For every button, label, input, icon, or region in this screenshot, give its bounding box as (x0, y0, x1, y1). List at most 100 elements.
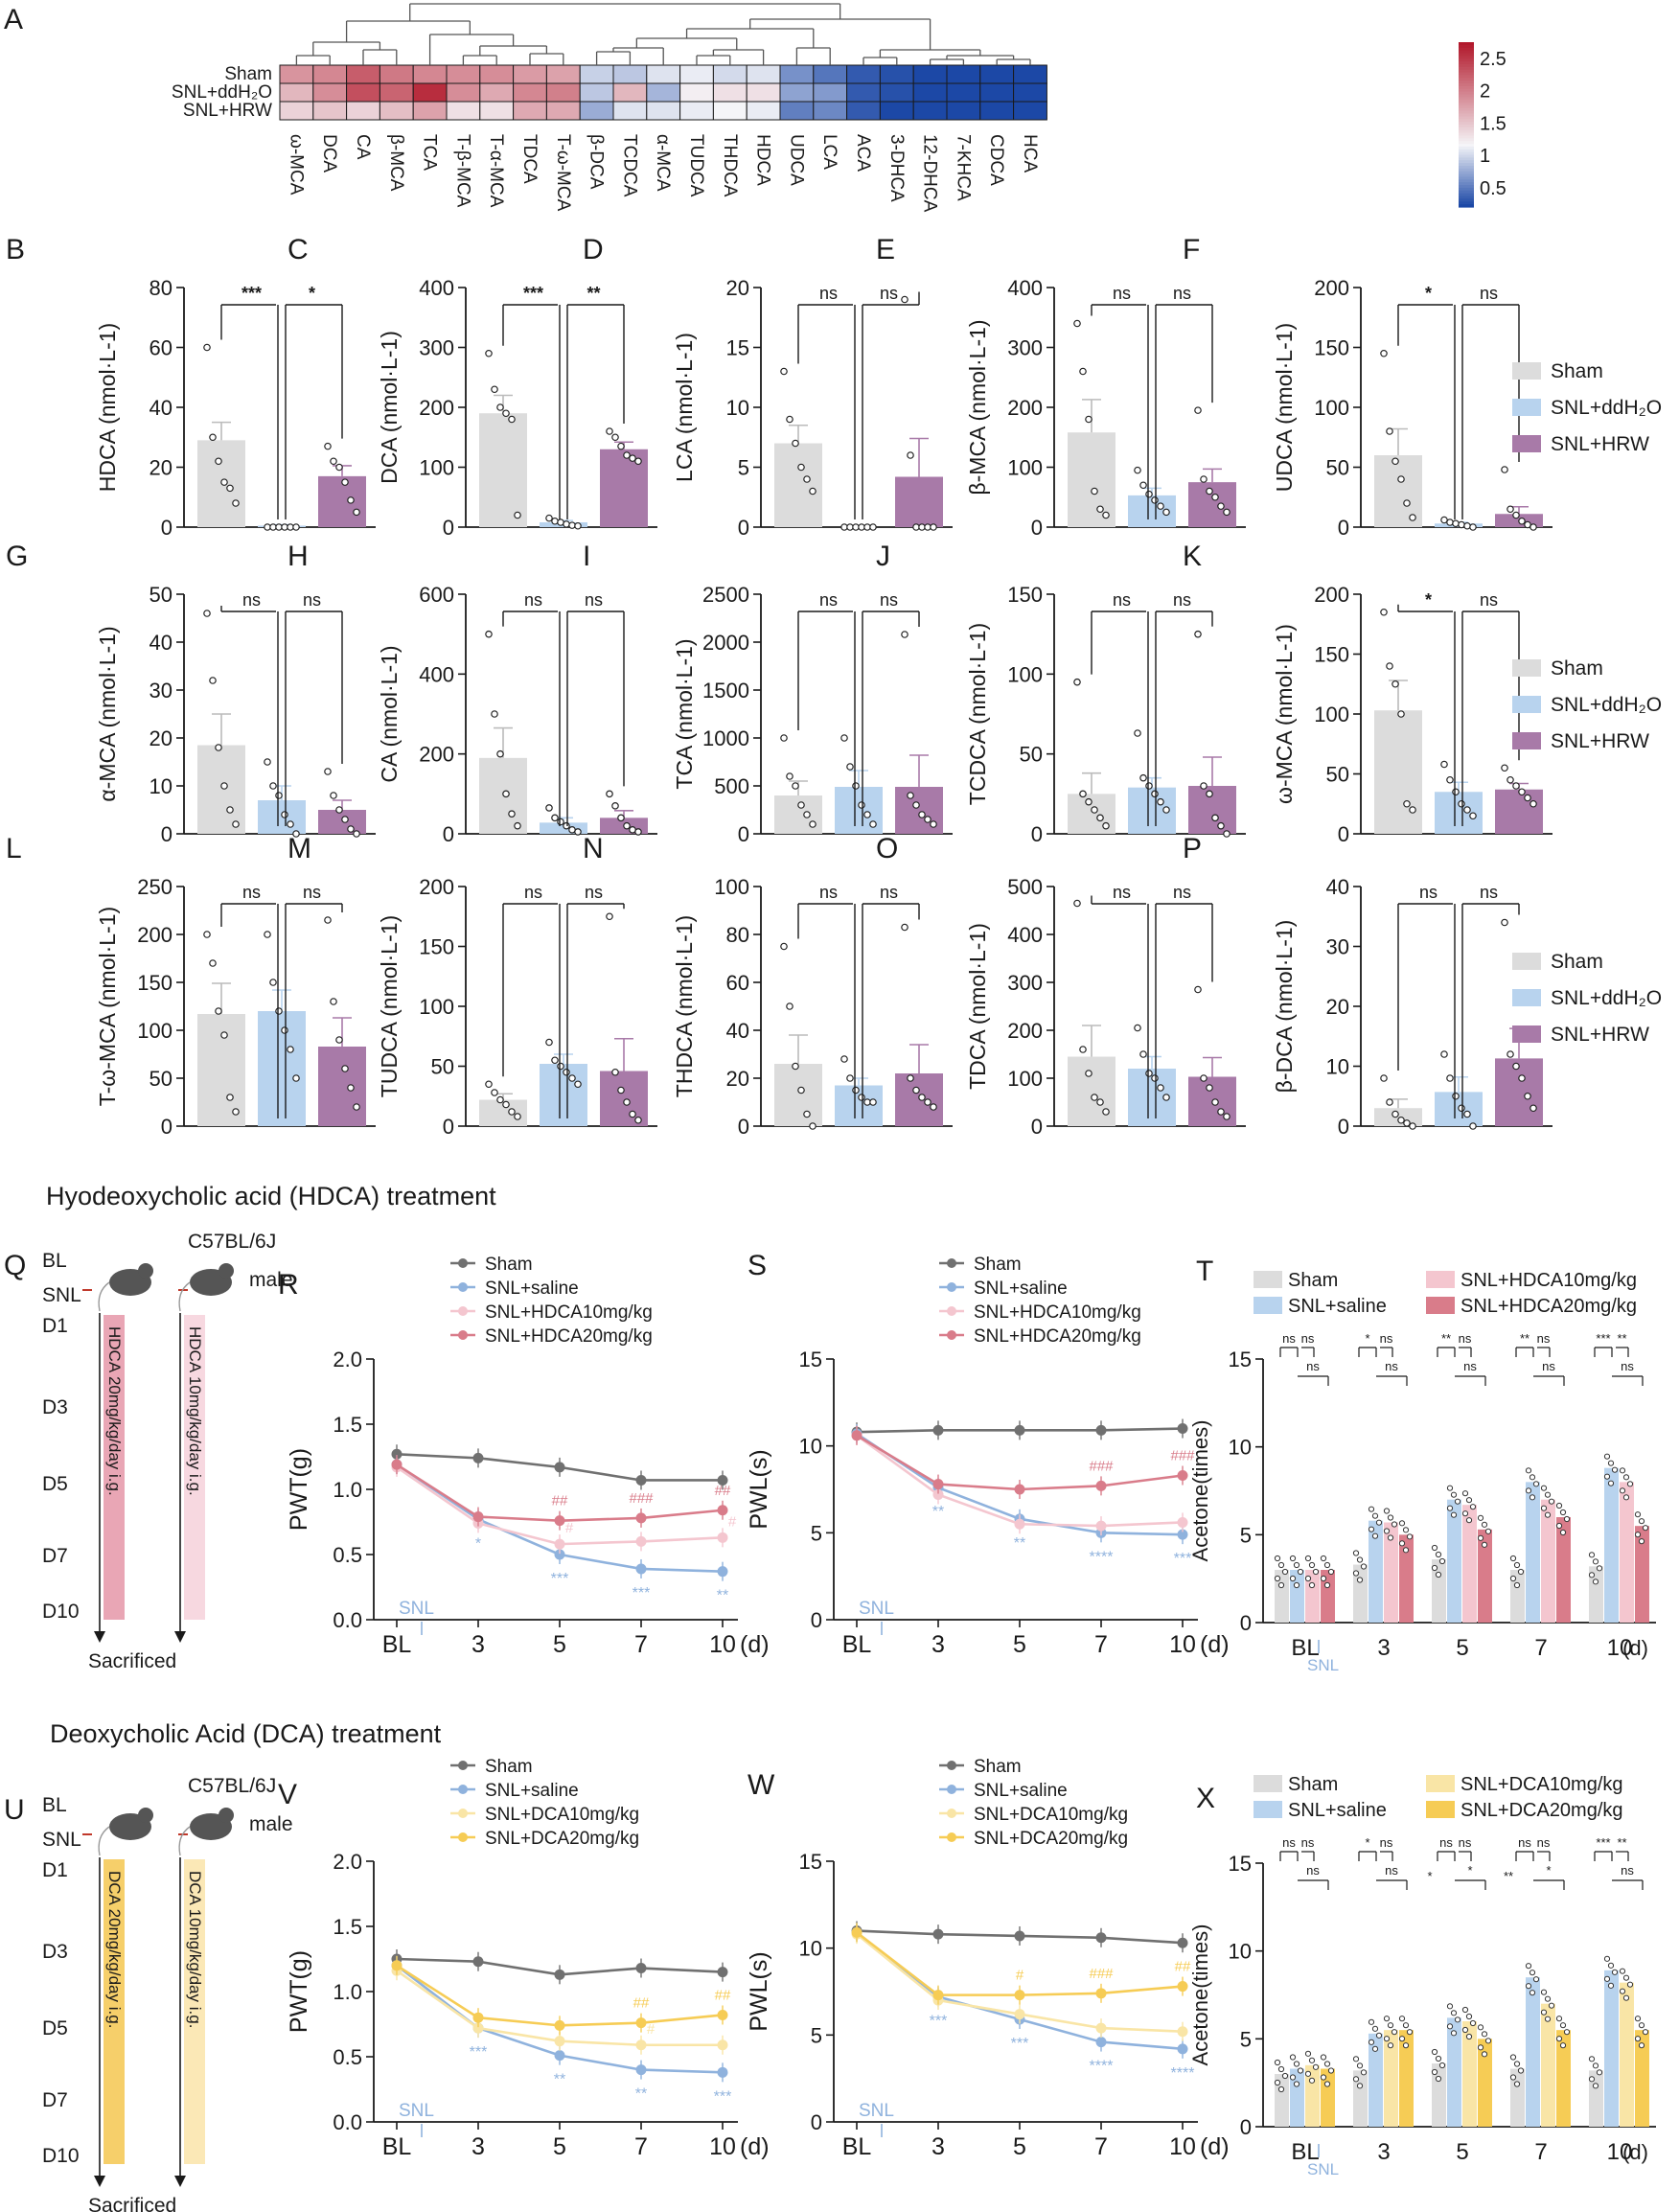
legend-label: Sham (1288, 1774, 1338, 1795)
legend-swatch (1512, 1025, 1541, 1043)
series-point (717, 2039, 728, 2051)
y-tick-label: 0 (1338, 822, 1349, 846)
y-tick-label: 400 (1007, 276, 1043, 300)
series-point (717, 2066, 728, 2078)
heatmap-cell (545, 64, 581, 84)
mouse-tail-icon (98, 1826, 110, 1856)
data-point (1603, 1975, 1611, 1982)
series-point (635, 1535, 647, 1547)
data-point (545, 514, 553, 522)
data-point (1211, 493, 1219, 501)
panel-letter-e: E (876, 234, 895, 265)
data-point (1461, 2006, 1469, 2014)
heatmap-cell (946, 82, 981, 103)
data-point (1134, 1024, 1141, 1032)
data-point (1085, 797, 1092, 806)
data-point (1134, 729, 1141, 737)
data-point (1277, 1581, 1285, 1589)
data-point (606, 427, 613, 435)
heatmap-cell (545, 82, 581, 103)
data-point (1368, 2018, 1375, 2025)
data-point (1431, 1544, 1438, 1552)
y-tick-label: 250 (137, 875, 172, 899)
bar (1526, 1977, 1540, 2127)
heatmap-colorbar-tick: 1 (1480, 146, 1490, 167)
heatmap-cell (979, 82, 1015, 103)
x-tick-label: BL (382, 2133, 412, 2160)
series-point (932, 1928, 944, 1940)
data-point (1409, 806, 1416, 814)
data-point (508, 810, 516, 818)
heatmap-cell (813, 82, 848, 103)
legend-marker (458, 1785, 468, 1794)
arrow-head (174, 2176, 186, 2187)
y-tick-label: 100 (1314, 396, 1349, 420)
snl-label: SNL (859, 1599, 894, 1619)
legend-label: SNL+HRW (1551, 1024, 1649, 1046)
y-tick-label: 0 (738, 516, 749, 540)
data-point (1281, 2072, 1289, 2080)
panel-letter-b: B (6, 234, 25, 265)
significance-label: ns (1439, 1835, 1453, 1850)
bar (1275, 1570, 1289, 1623)
heatmap-cell (746, 64, 781, 84)
series-point (851, 1926, 862, 1938)
data-point (1588, 1572, 1596, 1578)
heatmap-colorbar-segment (1459, 122, 1474, 126)
legend-marker (947, 1809, 956, 1818)
y-tick-label: 500 (1007, 875, 1043, 899)
data-point (1469, 1122, 1477, 1130)
data-point (858, 801, 865, 809)
mouse-icon (218, 1808, 234, 1823)
data-point (1387, 1534, 1394, 1541)
y-tick-label: 0 (811, 1608, 822, 1632)
significance-label: * (1365, 1331, 1369, 1346)
significance-label: ### (1089, 1458, 1114, 1474)
y-tick-label: 15 (1229, 1852, 1252, 1876)
data-point (1402, 2022, 1410, 2029)
data-point (869, 523, 877, 531)
heatmap-column-label: β-MCA (386, 134, 406, 192)
data-point (508, 1108, 516, 1116)
y-tick-label: 0 (1031, 822, 1043, 846)
bar (1384, 2030, 1398, 2127)
legend-label: Sham (1288, 1270, 1338, 1291)
heatmap-cell (479, 82, 515, 103)
bar (895, 476, 943, 527)
y-tick-label: 15 (1229, 1348, 1252, 1371)
heatmap-cell (579, 101, 614, 121)
series-point (635, 1474, 647, 1486)
data-point (209, 433, 217, 442)
bar (1290, 2068, 1304, 2127)
heatmap-column-label: β-DCA (586, 134, 607, 190)
legend-label: SNL+saline (974, 1781, 1068, 1801)
data-point (1277, 2085, 1285, 2093)
panel-letter-u: U (4, 1794, 25, 1826)
heatmap-column-label: α-MCA (653, 134, 673, 192)
series-point (1095, 1988, 1107, 1999)
y-tick-label: 20 (1326, 995, 1349, 1019)
data-point (1525, 1467, 1532, 1474)
data-point (347, 825, 355, 833)
data-point (1458, 799, 1465, 808)
bar (1399, 1534, 1414, 1623)
bar (1510, 1570, 1525, 1623)
data-point (1409, 1122, 1416, 1130)
significance-label: ns (242, 883, 261, 902)
y-axis-label: TCDCA (nmol·L-1) (965, 623, 990, 805)
y-tick-label: 15 (799, 1348, 822, 1371)
heatmap-colorbar-segment (1459, 187, 1474, 192)
data-point (1073, 319, 1081, 328)
significance-label: ** (1520, 1331, 1530, 1346)
heatmap-cell (779, 101, 815, 121)
series-point (554, 1462, 565, 1473)
legend-label: SNL+saline (974, 1279, 1068, 1299)
data-point (1145, 782, 1153, 790)
series-point (635, 2039, 647, 2051)
heatmap-colorbar-segment (1459, 56, 1474, 59)
data-point (1611, 1969, 1619, 1975)
significance-label: ns (1518, 1835, 1531, 1850)
data-point (353, 508, 360, 517)
heatmap-cell (346, 82, 380, 103)
data-point (1446, 1485, 1454, 1491)
